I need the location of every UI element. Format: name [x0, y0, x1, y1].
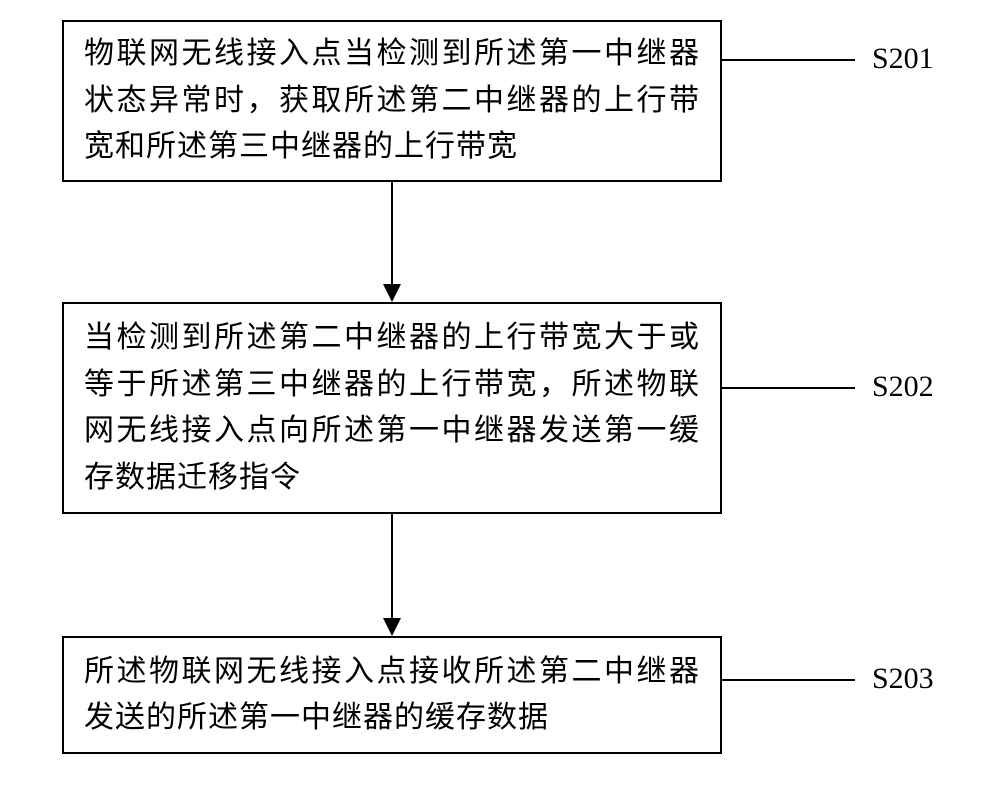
flow-step-s203-label: S203 [872, 662, 934, 696]
flow-step-s202-text: 当检测到所述第二中继器的上行带宽大于或等于所述第三中继器的上行带宽，所述物联网无… [84, 315, 700, 501]
label-connector-s202 [722, 387, 855, 389]
arrow-s201-s202-line [391, 182, 393, 285]
flow-step-s202: 当检测到所述第二中继器的上行带宽大于或等于所述第三中继器的上行带宽，所述物联网无… [62, 302, 722, 514]
flow-step-s203: 所述物联网无线接入点接收所述第二中继器发送的所述第一中继器的缓存数据 [62, 636, 722, 754]
label-connector-s201 [722, 59, 855, 61]
label-connector-s203 [722, 679, 855, 681]
flow-step-s201-label: S201 [872, 42, 934, 76]
arrow-s202-s203-head [383, 618, 401, 636]
flow-step-s203-text: 所述物联网无线接入点接收所述第二中继器发送的所述第一中继器的缓存数据 [84, 649, 700, 742]
flow-step-s201-text: 物联网无线接入点当检测到所述第一中继器状态异常时，获取所述第二中继器的上行带宽和… [84, 31, 700, 171]
flow-step-s201: 物联网无线接入点当检测到所述第一中继器状态异常时，获取所述第二中继器的上行带宽和… [62, 20, 722, 182]
flow-step-s202-label: S202 [872, 370, 934, 404]
arrow-s202-s203-line [391, 514, 393, 619]
arrow-s201-s202-head [383, 284, 401, 302]
